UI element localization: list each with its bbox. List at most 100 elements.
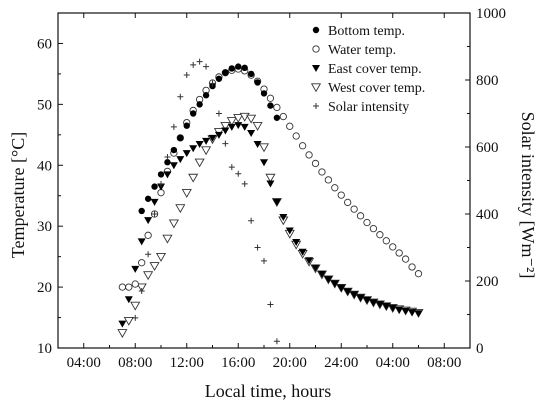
data-point bbox=[330, 280, 339, 288]
data-point bbox=[311, 159, 320, 168]
data-point bbox=[181, 189, 192, 198]
data-point bbox=[248, 217, 255, 224]
data-point bbox=[169, 162, 178, 170]
data-point bbox=[401, 307, 410, 315]
data-point bbox=[170, 123, 177, 130]
data-point bbox=[382, 237, 390, 245]
data-point bbox=[414, 310, 423, 318]
data-point bbox=[311, 264, 320, 272]
data-point bbox=[182, 150, 191, 158]
data-point bbox=[221, 127, 230, 135]
data-point bbox=[254, 244, 261, 251]
series-east-cover-temp bbox=[118, 122, 423, 328]
data-point bbox=[292, 132, 300, 140]
x-tick-label: 24:00 bbox=[324, 355, 358, 371]
ticks-layer: 04:00 08:00 12:00 16:00 20:00 24:00 04:00 08:00… bbox=[37, 6, 506, 371]
data-point bbox=[344, 198, 352, 207]
y-tick-label: 50 bbox=[37, 97, 52, 113]
series-bottom-temp bbox=[138, 63, 281, 215]
data-point bbox=[253, 140, 262, 148]
data-point bbox=[215, 110, 222, 117]
data-point bbox=[395, 306, 404, 314]
data-point bbox=[118, 320, 127, 328]
data-point bbox=[266, 180, 275, 188]
data-point bbox=[151, 183, 158, 190]
data-point bbox=[388, 304, 397, 312]
data-point bbox=[298, 142, 307, 150]
data-point bbox=[202, 92, 210, 99]
data-point bbox=[318, 168, 326, 176]
series-solar-intensity bbox=[132, 58, 280, 345]
data-point bbox=[137, 238, 146, 246]
y2-tick-label: 600 bbox=[476, 140, 499, 156]
data-point bbox=[123, 316, 134, 326]
data-point bbox=[246, 114, 257, 124]
data-point bbox=[382, 302, 391, 310]
data-point bbox=[149, 262, 160, 271]
y2-tick-label: 800 bbox=[476, 73, 499, 89]
legend-marker bbox=[310, 83, 322, 93]
data-point bbox=[177, 134, 184, 142]
data-point bbox=[273, 114, 281, 121]
data-point bbox=[195, 140, 204, 148]
data-point bbox=[298, 248, 307, 256]
data-point bbox=[202, 137, 211, 145]
data-point bbox=[267, 102, 274, 109]
data-point bbox=[162, 234, 173, 244]
data-point bbox=[408, 263, 416, 271]
data-point bbox=[228, 65, 236, 72]
y2-tick-label: 0 bbox=[476, 341, 484, 357]
data-point bbox=[337, 284, 346, 292]
data-point bbox=[266, 94, 275, 102]
y-tick-label: 30 bbox=[37, 219, 52, 235]
data-point bbox=[158, 180, 164, 187]
data-point bbox=[414, 270, 423, 278]
data-point bbox=[363, 296, 371, 304]
y-tick-label: 10 bbox=[37, 341, 52, 357]
data-point bbox=[305, 151, 313, 159]
data-point bbox=[240, 123, 249, 131]
data-point bbox=[235, 170, 242, 177]
legend: Bottom temp. Water temp. East cover temp. W… bbox=[310, 24, 425, 115]
data-point bbox=[190, 61, 197, 68]
data-point bbox=[305, 257, 314, 265]
data-point bbox=[138, 259, 146, 267]
y2-axis-label: Solar intensity [Wm⁻²] bbox=[518, 112, 538, 279]
data-point bbox=[138, 288, 145, 295]
data-point bbox=[254, 79, 261, 86]
legend-marker bbox=[312, 26, 320, 34]
data-point bbox=[124, 296, 133, 304]
data-point bbox=[200, 146, 212, 156]
data-point bbox=[408, 309, 417, 317]
x-tick-label: 20:00 bbox=[273, 355, 307, 371]
data-point bbox=[157, 171, 165, 178]
data-point bbox=[317, 270, 326, 278]
y-tick-label: 40 bbox=[37, 158, 52, 174]
data-point bbox=[196, 58, 203, 65]
data-point bbox=[177, 93, 184, 100]
data-point bbox=[226, 117, 237, 127]
data-point bbox=[279, 214, 288, 222]
series-layer bbox=[117, 58, 424, 345]
data-point bbox=[292, 239, 301, 247]
data-point bbox=[145, 251, 152, 258]
data-point bbox=[337, 191, 345, 199]
data-point bbox=[188, 173, 199, 183]
y2-tick-label: 1000 bbox=[476, 6, 506, 22]
data-point bbox=[144, 231, 152, 239]
data-point bbox=[208, 134, 217, 142]
data-point bbox=[168, 219, 179, 229]
data-point bbox=[117, 329, 128, 338]
data-point bbox=[258, 143, 270, 153]
data-point bbox=[157, 183, 165, 191]
x-axis-label: Local time, hours bbox=[205, 381, 331, 401]
data-point bbox=[285, 227, 294, 235]
data-point bbox=[136, 283, 147, 293]
data-point bbox=[235, 63, 242, 70]
data-point bbox=[389, 243, 397, 251]
data-point bbox=[183, 71, 190, 78]
data-point bbox=[164, 154, 171, 161]
data-point bbox=[273, 338, 280, 345]
data-point bbox=[143, 271, 154, 281]
data-point bbox=[260, 90, 268, 97]
